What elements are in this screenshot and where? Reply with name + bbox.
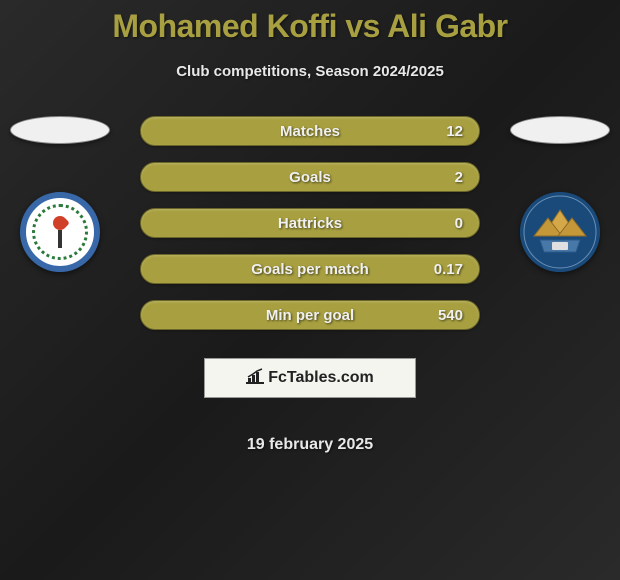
stat-value: 540 xyxy=(438,307,463,324)
stat-value: 12 xyxy=(446,123,463,140)
main-container: Mohamed Koffi vs Ali Gabr Club competiti… xyxy=(0,0,620,454)
date-text: 19 february 2025 xyxy=(247,436,373,454)
stat-label: Goals xyxy=(289,169,331,186)
stat-bar-mpg: Min per goal 540 xyxy=(140,300,480,330)
left-player-column xyxy=(0,116,120,272)
stat-value: 0.17 xyxy=(434,261,463,278)
pyramids-badge-icon xyxy=(520,192,600,272)
chart-icon xyxy=(246,368,264,389)
subtitle: Club competitions, Season 2024/2025 xyxy=(176,63,444,80)
stat-bar-goals: Goals 2 xyxy=(140,162,480,192)
stat-bar-matches: Matches 12 xyxy=(140,116,480,146)
stat-label: Goals per match xyxy=(251,261,369,278)
stat-label: Matches xyxy=(280,123,340,140)
stat-value: 2 xyxy=(455,169,463,186)
left-badge-ring xyxy=(32,204,88,260)
stat-bar-hattricks: Hattricks 0 xyxy=(140,208,480,238)
left-club-badge xyxy=(20,192,100,272)
stat-label: Min per goal xyxy=(266,307,354,324)
torch-icon xyxy=(51,216,69,248)
brand-name: FcTables.com xyxy=(268,369,374,387)
left-flag-oval xyxy=(10,116,110,144)
right-flag-oval xyxy=(510,116,610,144)
stat-value: 0 xyxy=(455,215,463,232)
right-club-badge xyxy=(520,192,600,272)
brand-box[interactable]: FcTables.com xyxy=(204,358,416,398)
page-title: Mohamed Koffi vs Ali Gabr xyxy=(112,8,507,45)
right-player-column xyxy=(500,116,620,272)
stats-column: Matches 12 Goals 2 Hattricks 0 Goals per… xyxy=(120,116,500,454)
stat-label: Hattricks xyxy=(278,215,342,232)
comparison-row: Matches 12 Goals 2 Hattricks 0 Goals per… xyxy=(0,116,620,454)
stat-bar-gpm: Goals per match 0.17 xyxy=(140,254,480,284)
